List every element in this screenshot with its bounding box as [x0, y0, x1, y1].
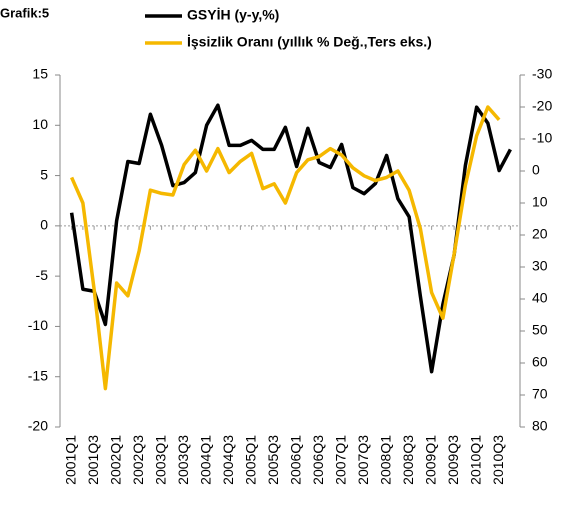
y-tick-label: -20: [28, 418, 48, 434]
y-tick-label: 5: [40, 166, 48, 182]
y2-tick-label: -30: [532, 66, 552, 82]
y2-tick-label: 80: [532, 418, 548, 434]
x-tick-label: 2006Q1: [287, 435, 303, 485]
x-tick-label: 2003Q1: [152, 435, 168, 485]
y-tick-label: -15: [28, 367, 48, 383]
series-line: [69, 103, 512, 374]
y-tick-label: 0: [40, 217, 48, 233]
y-tick-label: -5: [36, 267, 49, 283]
x-tick-label: 2001Q3: [85, 435, 101, 485]
y2-tick-label: 10: [532, 194, 548, 210]
x-tick-label: 2004Q3: [220, 435, 236, 485]
x-tick-label: 2007Q1: [332, 435, 348, 485]
series-line: [70, 105, 501, 391]
y2-tick-label: 0: [532, 162, 540, 178]
x-tick-label: 2010Q1: [467, 435, 483, 485]
y2-tick-label: -10: [532, 130, 552, 146]
x-tick-label: 2009Q1: [422, 435, 438, 485]
x-tick-label: 2009Q3: [445, 435, 461, 485]
x-tick-label: 2007Q3: [355, 435, 371, 485]
x-tick-label: 2008Q3: [400, 435, 416, 485]
y-tick-label: 15: [32, 66, 48, 82]
x-tick-label: 2010Q3: [490, 435, 506, 485]
x-tick-label: 2006Q3: [310, 435, 326, 485]
y2-tick-label: 30: [532, 258, 548, 274]
x-tick-label: 2008Q1: [377, 435, 393, 485]
chart-title: Grafik:5: [0, 5, 49, 20]
y2-tick-label: 60: [532, 354, 548, 370]
legend-label: GSYİH (y-y,%): [187, 7, 279, 23]
x-tick-label: 2002Q1: [107, 435, 123, 485]
x-tick-label: 2005Q3: [265, 435, 281, 485]
y-tick-label: -10: [28, 317, 48, 333]
x-tick-label: 2003Q3: [175, 435, 191, 485]
y2-tick-label: 70: [532, 386, 548, 402]
y-tick-label: 10: [32, 116, 48, 132]
legend-label: İşsizlik Oranı (yıllık % Değ.,Ters eks.): [187, 34, 432, 50]
x-tick-label: 2004Q1: [197, 435, 213, 485]
y2-tick-label: -20: [532, 98, 552, 114]
y2-tick-label: 50: [532, 322, 548, 338]
x-tick-label: 2002Q3: [130, 435, 146, 485]
y2-tick-label: 40: [532, 290, 548, 306]
y2-tick-label: 20: [532, 226, 548, 242]
x-tick-label: 2001Q1: [62, 435, 78, 485]
x-tick-label: 2005Q1: [242, 435, 258, 485]
